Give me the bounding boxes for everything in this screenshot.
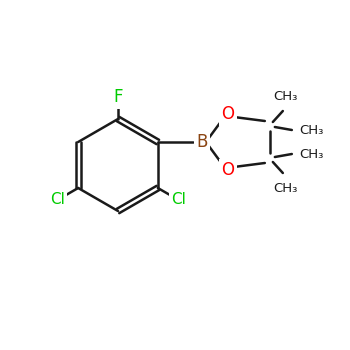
Text: Cl: Cl	[171, 193, 186, 208]
Text: Cl: Cl	[50, 193, 65, 208]
Text: CH₃: CH₃	[274, 90, 298, 103]
Text: O: O	[221, 161, 234, 179]
Text: CH₃: CH₃	[274, 182, 298, 195]
Text: O: O	[221, 105, 234, 123]
Text: F: F	[113, 88, 123, 106]
Text: CH₃: CH₃	[300, 147, 324, 161]
Text: CH₃: CH₃	[300, 124, 324, 136]
Text: B: B	[196, 133, 208, 151]
